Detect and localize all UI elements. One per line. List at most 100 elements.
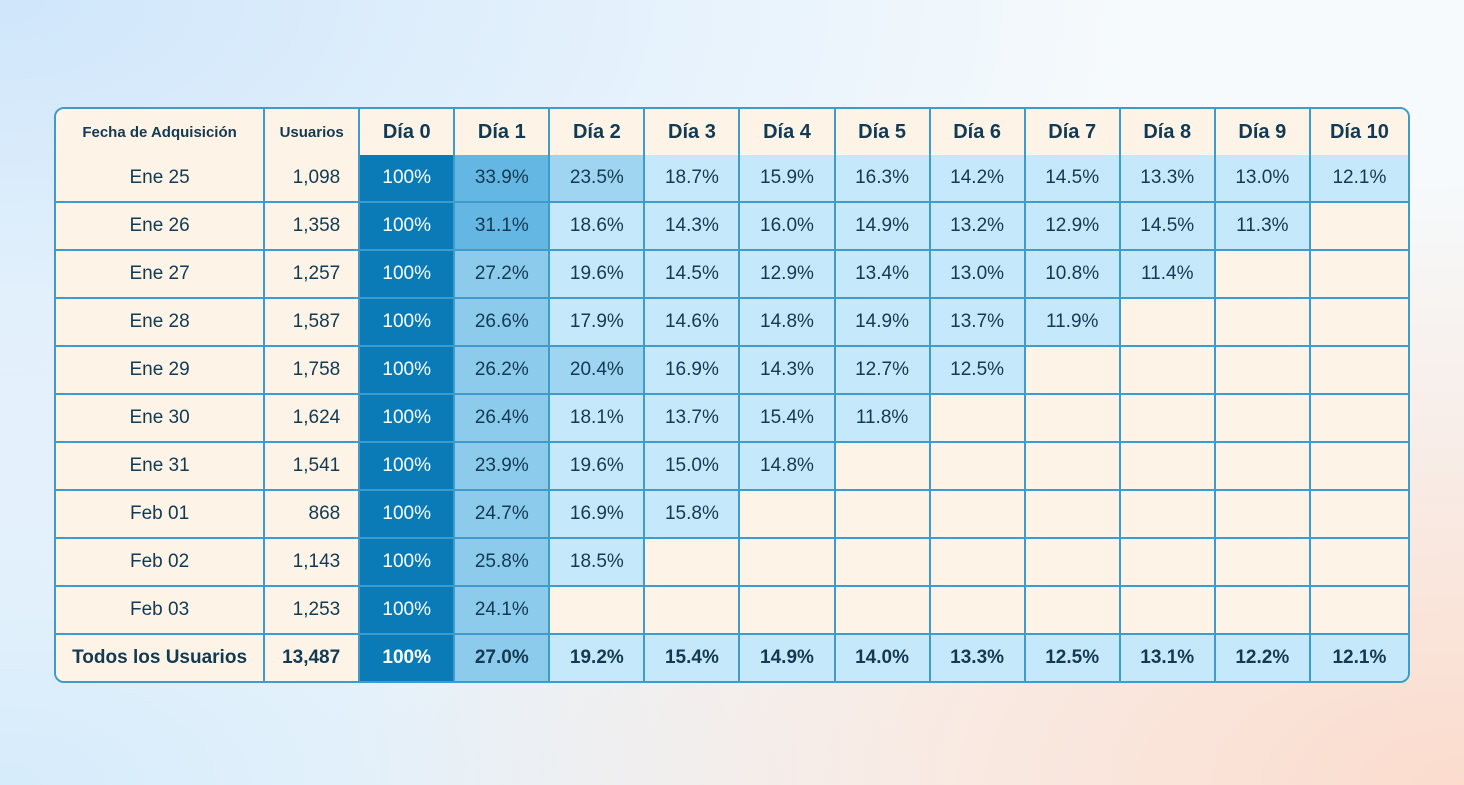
retention-cell-day-4: 14.8% — [740, 299, 836, 347]
empty-cell — [1025, 395, 1121, 443]
column-header-7: Día 5 — [835, 109, 931, 155]
retention-cell-day-6: 13.2% — [930, 203, 1026, 251]
retention-cell-day-4: 12.9% — [740, 251, 836, 299]
retention-cell-day-1: 24.1% — [455, 587, 551, 635]
acquisition-date-cell: Ene 29 — [56, 347, 266, 395]
retention-cell-day-2: 18.5% — [550, 539, 646, 587]
empty-cell — [1310, 395, 1408, 443]
retention-cell-day-8: 13.1% — [1120, 635, 1216, 681]
acquisition-date-cell: Ene 26 — [56, 203, 266, 251]
users-count-cell: 13,487 — [265, 635, 361, 681]
retention-cell-day-1: 26.4% — [455, 395, 551, 443]
table-body: Ene 25 1,098 100% 33.9% 23.5% 18.7% 15.9% 16.3%… — [56, 155, 1408, 681]
empty-cell — [550, 587, 646, 635]
empty-cell — [740, 539, 836, 587]
table-row: Ene 27 1,257 100% 27.2% 19.6% 14.5% 12.9% 13.4%… — [56, 251, 1408, 299]
retention-cell-day-6: 13.3% — [930, 635, 1026, 681]
retention-cell-day-3: 13.7% — [645, 395, 741, 443]
cohort-retention-table: Fecha de Adquisición Usuarios Día 0 Día 1 Dí… — [54, 107, 1410, 683]
table-row: Feb 02 1,143 100% 25.8% 18.5% — [56, 539, 1408, 587]
empty-cell — [1025, 539, 1121, 587]
empty-cell — [1215, 251, 1311, 299]
retention-cell-day-5: 14.0% — [835, 635, 931, 681]
retention-cell-day-4: 14.3% — [740, 347, 836, 395]
empty-cell — [835, 491, 931, 539]
empty-cell — [1310, 347, 1408, 395]
acquisition-date-cell: Todos los Usuarios — [56, 635, 266, 681]
retention-cell-day-8: 13.3% — [1120, 155, 1216, 203]
empty-cell — [930, 539, 1026, 587]
retention-cell-day-0: 100% — [360, 299, 456, 347]
empty-cell — [1215, 539, 1311, 587]
retention-cell-day-0: 100% — [360, 635, 456, 681]
empty-cell — [1120, 491, 1216, 539]
retention-cell-day-2: 18.6% — [550, 203, 646, 251]
table-row: Ene 25 1,098 100% 33.9% 23.5% 18.7% 15.9% 16.3%… — [56, 155, 1408, 203]
retention-cell-day-5: 13.4% — [835, 251, 931, 299]
retention-cell-day-4: 15.4% — [740, 395, 836, 443]
empty-cell — [835, 587, 931, 635]
retention-cell-day-0: 100% — [360, 491, 456, 539]
retention-cell-day-6: 13.7% — [930, 299, 1026, 347]
retention-cell-day-3: 18.7% — [645, 155, 741, 203]
users-count-cell: 1,587 — [265, 299, 361, 347]
acquisition-date-cell: Ene 25 — [56, 155, 266, 203]
retention-cell-day-1: 24.7% — [455, 491, 551, 539]
empty-cell — [740, 587, 836, 635]
empty-cell — [1310, 299, 1408, 347]
retention-cell-day-2: 23.5% — [550, 155, 646, 203]
empty-cell — [1215, 587, 1311, 635]
empty-cell — [1310, 203, 1408, 251]
users-count-cell: 1,624 — [265, 395, 361, 443]
table-row: Feb 01 868 100% 24.7% 16.9% 15.8% — [56, 491, 1408, 539]
empty-cell — [930, 587, 1026, 635]
retention-cell-day-5: 12.7% — [835, 347, 931, 395]
retention-cell-day-6: 14.2% — [930, 155, 1026, 203]
empty-cell — [1025, 347, 1121, 395]
empty-cell — [645, 539, 741, 587]
table-row: Ene 28 1,587 100% 26.6% 17.9% 14.6% 14.8% 14.9%… — [56, 299, 1408, 347]
users-count-cell: 1,143 — [265, 539, 361, 587]
column-header-1: Usuarios — [265, 109, 361, 155]
retention-cell-day-0: 100% — [360, 155, 456, 203]
retention-cell-day-4: 14.8% — [740, 443, 836, 491]
users-count-cell: 1,541 — [265, 443, 361, 491]
retention-cell-day-4: 15.9% — [740, 155, 836, 203]
retention-cell-day-5: 16.3% — [835, 155, 931, 203]
retention-cell-day-1: 23.9% — [455, 443, 551, 491]
empty-cell — [1120, 347, 1216, 395]
retention-cell-day-3: 15.4% — [645, 635, 741, 681]
retention-cell-day-0: 100% — [360, 203, 456, 251]
retention-cell-day-2: 16.9% — [550, 491, 646, 539]
empty-cell — [740, 491, 836, 539]
table-row: Feb 03 1,253 100% 24.1% — [56, 587, 1408, 635]
column-header-8: Día 6 — [930, 109, 1026, 155]
retention-cell-day-9: 12.2% — [1215, 635, 1311, 681]
empty-cell — [1025, 491, 1121, 539]
retention-cell-day-3: 14.5% — [645, 251, 741, 299]
retention-cell-day-5: 11.8% — [835, 395, 931, 443]
retention-cell-day-2: 19.2% — [550, 635, 646, 681]
empty-cell — [1120, 395, 1216, 443]
acquisition-date-cell: Ene 27 — [56, 251, 266, 299]
empty-cell — [930, 395, 1026, 443]
retention-cell-day-1: 27.2% — [455, 251, 551, 299]
column-header-6: Día 4 — [740, 109, 836, 155]
column-header-0: Fecha de Adquisición — [56, 109, 266, 155]
retention-cell-day-0: 100% — [360, 587, 456, 635]
retention-cell-day-1: 31.1% — [455, 203, 551, 251]
empty-cell — [1025, 443, 1121, 491]
acquisition-date-cell: Ene 31 — [56, 443, 266, 491]
empty-cell — [1120, 587, 1216, 635]
column-header-4: Día 2 — [550, 109, 646, 155]
empty-cell — [1215, 299, 1311, 347]
header-row: Fecha de Adquisición Usuarios Día 0 Día 1 Dí… — [56, 109, 1408, 155]
retention-cell-day-3: 14.6% — [645, 299, 741, 347]
retention-cell-day-8: 14.5% — [1120, 203, 1216, 251]
acquisition-date-cell: Ene 30 — [56, 395, 266, 443]
retention-cell-day-5: 14.9% — [835, 299, 931, 347]
acquisition-date-cell: Ene 28 — [56, 299, 266, 347]
empty-cell — [1310, 539, 1408, 587]
empty-cell — [835, 443, 931, 491]
retention-cell-day-8: 11.4% — [1120, 251, 1216, 299]
